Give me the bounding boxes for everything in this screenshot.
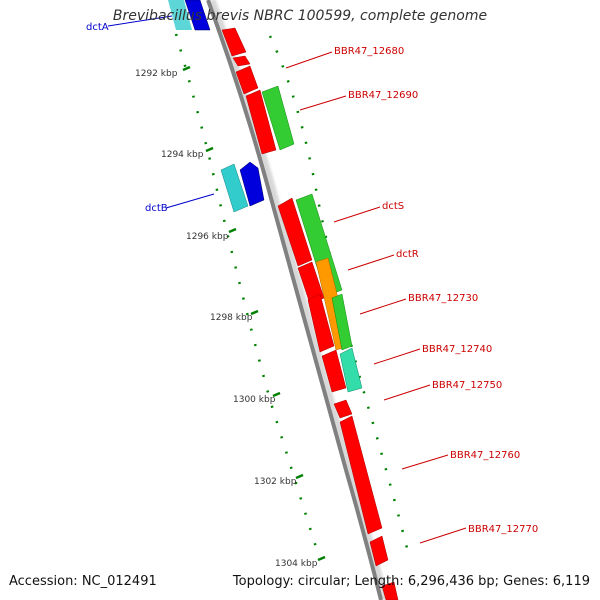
leader-dctR <box>347 254 395 271</box>
leader-12770 <box>419 527 467 544</box>
label-BBR47_12770: BBR47_12770 <box>419 524 538 544</box>
kbp-tick-1304: 1304 kbp <box>275 555 326 569</box>
tick-mark-1292 <box>182 65 191 72</box>
kbp-tick-1296: 1296 kbp <box>186 227 237 242</box>
gene-red-12730[interactable] <box>307 293 335 353</box>
gene-label-BBR47_12760[interactable]: BBR47_12760 <box>450 450 520 461</box>
gene-upstream-cyan[interactable] <box>168 0 192 30</box>
kbp-tick-1292: 1292 kbp <box>135 65 191 79</box>
backbone-shadow <box>208 0 389 600</box>
kbp-tick-1298: 1298 kbp <box>210 309 259 323</box>
leader-dctS <box>333 206 381 223</box>
label-dctA: dctA <box>86 15 173 33</box>
tick-label-1300: 1300 kbp <box>233 395 276 405</box>
gene-label-dctA[interactable]: dctA <box>86 22 109 33</box>
tick-mark-1296 <box>228 227 237 234</box>
gene-cyan-dctB[interactable] <box>220 163 249 213</box>
genome-backbone <box>206 0 383 600</box>
label-dctS: dctS <box>333 201 404 223</box>
gene-label-BBR47_12680[interactable]: BBR47_12680 <box>334 46 404 57</box>
tick-mark-1300 <box>272 391 281 398</box>
label-BBR47_12680: BBR47_12680 <box>285 46 404 69</box>
gene-red-12760[interactable] <box>339 415 383 535</box>
label-BBR47_12690: BBR47_12690 <box>299 90 418 111</box>
genome-summary-text: Topology: circular; Length: 6,296,436 bp… <box>232 574 590 589</box>
tick-mark-1298 <box>250 309 259 316</box>
gene-red-1[interactable] <box>221 27 247 57</box>
gene-red-12750[interactable] <box>333 399 353 419</box>
gene-red-dctS[interactable] <box>277 197 313 267</box>
tick-mark-1294 <box>205 146 214 153</box>
leader-12680 <box>285 51 333 69</box>
gene-green-2[interactable] <box>331 293 353 351</box>
outer-dotted-guide <box>268 35 412 561</box>
map-title-overlay: Brevibacillus brevis NBRC 100599, comple… <box>112 8 488 24</box>
leader-12760 <box>401 454 449 470</box>
kbp-tick-1302: 1302 kbp <box>254 473 304 487</box>
leader-12730 <box>359 298 407 315</box>
label-BBR47_12760: BBR47_12760 <box>401 450 520 470</box>
tick-label-1302: 1302 kbp <box>254 477 297 487</box>
kbp-tick-1294: 1294 kbp <box>161 146 214 160</box>
gene-label-dctS[interactable]: dctS <box>382 201 404 212</box>
label-dctR: dctR <box>347 249 419 271</box>
leader-12690 <box>299 95 347 111</box>
gene-blue-dctB[interactable] <box>239 161 265 207</box>
accession-text: Accession: NC_012491 <box>9 574 157 589</box>
gene-red-3[interactable] <box>235 65 259 95</box>
gene-teal[interactable] <box>339 347 363 393</box>
leader-12750 <box>383 384 431 401</box>
tick-label-1304: 1304 kbp <box>275 559 318 569</box>
leader-dctA <box>107 15 173 27</box>
label-BBR47_12740: BBR47_12740 <box>373 344 492 365</box>
tick-label-1298: 1298 kbp <box>210 313 253 323</box>
tick-mark-1302 <box>295 473 304 480</box>
tick-label-1294: 1294 kbp <box>161 150 204 160</box>
tick-label-1296: 1296 kbp <box>186 232 229 242</box>
gene-label-BBR47_12770[interactable]: BBR47_12770 <box>468 524 538 535</box>
leader-dctB <box>165 193 215 209</box>
gene-red-bottom[interactable] <box>381 581 399 600</box>
gene-label-BBR47_12730[interactable]: BBR47_12730 <box>408 293 478 304</box>
gene-label-BBR47_12690[interactable]: BBR47_12690 <box>348 90 418 101</box>
tick-label-1292: 1292 kbp <box>135 69 178 79</box>
tick-mark-1304 <box>317 555 326 562</box>
gene-label-BBR47_12750[interactable]: BBR47_12750 <box>432 380 502 391</box>
kbp-tick-1300: 1300 kbp <box>233 391 281 405</box>
gene-red-12740[interactable] <box>321 349 347 393</box>
gene-green-1[interactable] <box>261 85 295 151</box>
leader-12740 <box>373 348 421 365</box>
gene-red-4[interactable] <box>245 89 277 155</box>
gene-label-dctR[interactable]: dctR <box>396 249 419 260</box>
gene-red-12770[interactable] <box>369 535 389 567</box>
gene-dctA[interactable] <box>184 0 211 31</box>
label-BBR47_12730: BBR47_12730 <box>359 293 478 315</box>
gene-red-2[interactable] <box>232 55 251 67</box>
gene-label-dctB[interactable]: dctB <box>145 203 168 214</box>
label-BBR47_12750: BBR47_12750 <box>383 380 502 401</box>
gene-label-BBR47_12740[interactable]: BBR47_12740 <box>422 344 492 355</box>
label-dctB: dctB <box>145 193 215 214</box>
